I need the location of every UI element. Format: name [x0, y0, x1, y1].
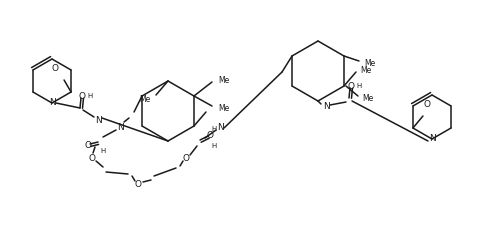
Text: H: H — [100, 148, 106, 154]
Text: O: O — [52, 64, 58, 73]
Text: Me: Me — [360, 66, 371, 75]
Text: Me: Me — [364, 59, 375, 68]
Text: O: O — [424, 100, 430, 109]
Text: N: N — [49, 98, 56, 107]
Text: N: N — [324, 102, 330, 111]
Text: H: H — [212, 126, 217, 132]
Text: N: N — [95, 116, 101, 125]
Text: H: H — [87, 93, 93, 98]
Text: N: N — [428, 134, 435, 143]
Text: Me: Me — [218, 76, 229, 85]
Text: O: O — [88, 154, 96, 163]
Text: O: O — [207, 131, 213, 140]
Text: H: H — [356, 83, 362, 89]
Text: N: N — [116, 122, 123, 131]
Text: O: O — [183, 154, 189, 163]
Text: Me: Me — [218, 104, 229, 113]
Text: Me: Me — [362, 94, 373, 103]
Text: Me: Me — [140, 95, 151, 104]
Text: N: N — [217, 122, 224, 131]
Text: O: O — [79, 92, 85, 101]
Text: O: O — [85, 141, 91, 150]
Text: H: H — [212, 142, 217, 148]
Text: O: O — [347, 82, 355, 91]
Text: O: O — [135, 180, 142, 189]
